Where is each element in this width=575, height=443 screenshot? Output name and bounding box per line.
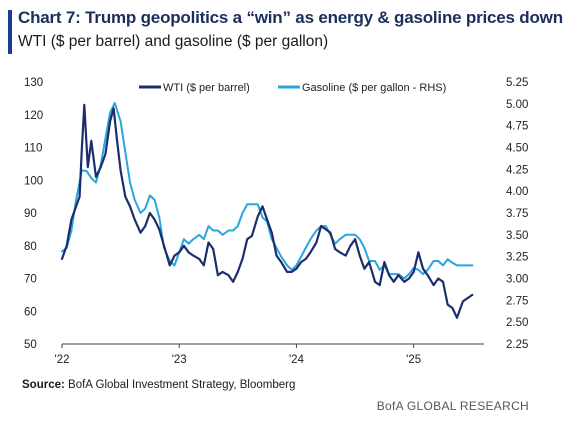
source-note: Source: BofA Global Investment Strategy,… [22,379,295,391]
y-right-tick-label: 3.75 [506,208,528,220]
legend: WTI ($ per barrel) Gasoline ($ per gallon… [139,82,446,94]
axes-layer: '22 '23 '24 '25 50 60 70 80 90 100 110 120 130 2.25 2.… [24,77,528,366]
y-right-tick-label: 4.00 [506,186,528,198]
y-left-tick-label: 80 [24,241,37,253]
source-label: Source: [22,379,65,391]
y-left-tick-label: 120 [24,110,43,122]
x-tick-label: '25 [406,354,421,366]
y-left-tick-label: 130 [24,77,43,89]
wti-series-line [60,103,474,319]
y-right-tick-label: 3.50 [506,230,528,242]
title-accent-bar [8,10,12,54]
y-left-tick-label: 50 [24,339,37,351]
source-text: BofA Global Investment Strategy, Bloombe… [64,379,296,391]
y-left-tick-label: 90 [24,208,37,220]
y-left-tick-label: 110 [24,143,42,155]
legend-item-wti-label: WTI ($ per barrel) [163,82,250,94]
y-left-tick-label: 70 [24,274,37,286]
y-right-tick-label: 2.25 [506,339,528,351]
x-tick-label: '24 [289,354,305,366]
legend-item-gasoline-label: Gasoline ($ per gallon - RHS) [302,82,446,94]
y-right-tick-label: 5.00 [506,99,528,111]
y-right-tick-label: 4.25 [506,164,528,176]
y-right-tick-label: 3.00 [506,274,528,286]
x-tick-label: '22 [55,354,70,366]
y-right-tick-label: 5.25 [506,77,528,89]
y-right-tick-label: 4.75 [506,121,528,133]
y-right-tick-label: 3.25 [506,252,528,264]
y-right-tick-label: 4.50 [506,143,528,155]
x-tick-label: '23 [172,354,187,366]
brand-label: BofA GLOBAL RESEARCH [376,399,529,413]
y-right-tick-label: 2.50 [506,317,528,329]
y-right-tick-label: 2.75 [506,295,528,307]
chart-subtitle: WTI ($ per barrel) and gasoline ($ per g… [18,33,329,50]
y-left-tick-label: 60 [24,306,37,318]
series-layer [60,102,474,319]
y-left-tick-label: 100 [24,175,43,187]
chart-title: Chart 7: Trump geopolitics a “win” as en… [18,8,563,27]
